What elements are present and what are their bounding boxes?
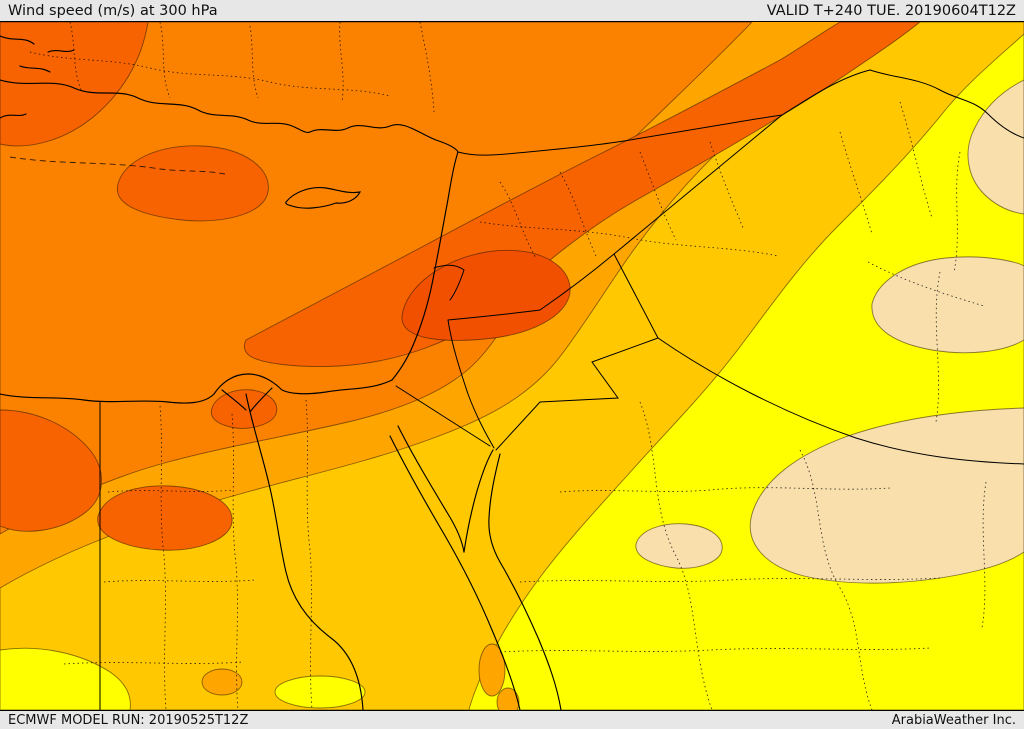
border-jordan-saudi-zigzag xyxy=(495,337,659,451)
valid-time-label: VALID T+240 TUE. 20190604T12Z xyxy=(766,2,1016,19)
admin-boundaries xyxy=(9,22,987,710)
band-pale-blob-se xyxy=(749,407,1024,584)
coastline-cyprus xyxy=(285,187,362,209)
map-title: Wind speed (m/s) at 300 hPa xyxy=(8,2,218,19)
band-core-max xyxy=(401,249,571,341)
attribution-label: ArabiaWeather Inc. xyxy=(891,712,1016,728)
border-jordan-iraq xyxy=(613,253,659,339)
coastline-sinai-east xyxy=(463,449,494,553)
border-turkey-syria-iraq xyxy=(457,69,1024,156)
river-nile xyxy=(221,387,364,710)
coastline-turkey-south xyxy=(0,79,459,153)
band-deep-ellipse xyxy=(116,145,269,222)
band-deep-corner-nw xyxy=(0,22,149,147)
model-run-label: ECMWF MODEL RUN: 20190525T12Z xyxy=(8,712,249,728)
coastlines xyxy=(0,35,562,710)
coastline-saudi-redsea xyxy=(488,453,562,710)
band-pale-right-edge xyxy=(967,79,1024,215)
border-syria-jordan xyxy=(447,253,615,321)
band-deep-blob-sw xyxy=(97,485,233,551)
band-deep-jet-ribbon xyxy=(243,22,921,367)
coastline-aegean-fragments xyxy=(0,35,75,119)
admin-saudi-provinces xyxy=(499,271,987,710)
band-orange-spot-sw xyxy=(201,668,243,696)
coastline-egypt-north xyxy=(0,373,393,404)
band-orange-spot-redsea2 xyxy=(496,687,520,710)
band-yellow-corner xyxy=(0,647,131,710)
border-israel-jordan xyxy=(447,319,495,449)
coastline-levant xyxy=(391,151,459,381)
map-footer: ECMWF MODEL RUN: 20190525T12Z ArabiaWeat… xyxy=(0,710,1024,729)
band-orange-spot-redsea xyxy=(478,643,506,697)
band-pale-blob-small xyxy=(635,523,723,569)
band-deep-left-edge xyxy=(0,409,102,532)
maritime-dashed-line xyxy=(9,156,226,175)
band-yellow-spot xyxy=(274,675,366,709)
coastline-sinai-west xyxy=(397,425,465,553)
wind-speed-bands xyxy=(0,22,1024,710)
border-syria-iraq xyxy=(613,114,783,255)
coastline-gulf-suez-west xyxy=(389,435,521,710)
border-iraq-saudi xyxy=(657,337,1024,465)
border-egypt-israel xyxy=(395,385,491,447)
admin-egypt-governorates xyxy=(63,399,313,710)
wind-speed-map xyxy=(0,22,1024,710)
map-canvas xyxy=(0,22,1024,710)
country-borders xyxy=(99,69,1024,710)
map-header: Wind speed (m/s) at 300 hPa VALID T+240 … xyxy=(0,0,1024,22)
border-lebanon xyxy=(433,264,465,301)
admin-turkey-provinces xyxy=(29,22,435,113)
